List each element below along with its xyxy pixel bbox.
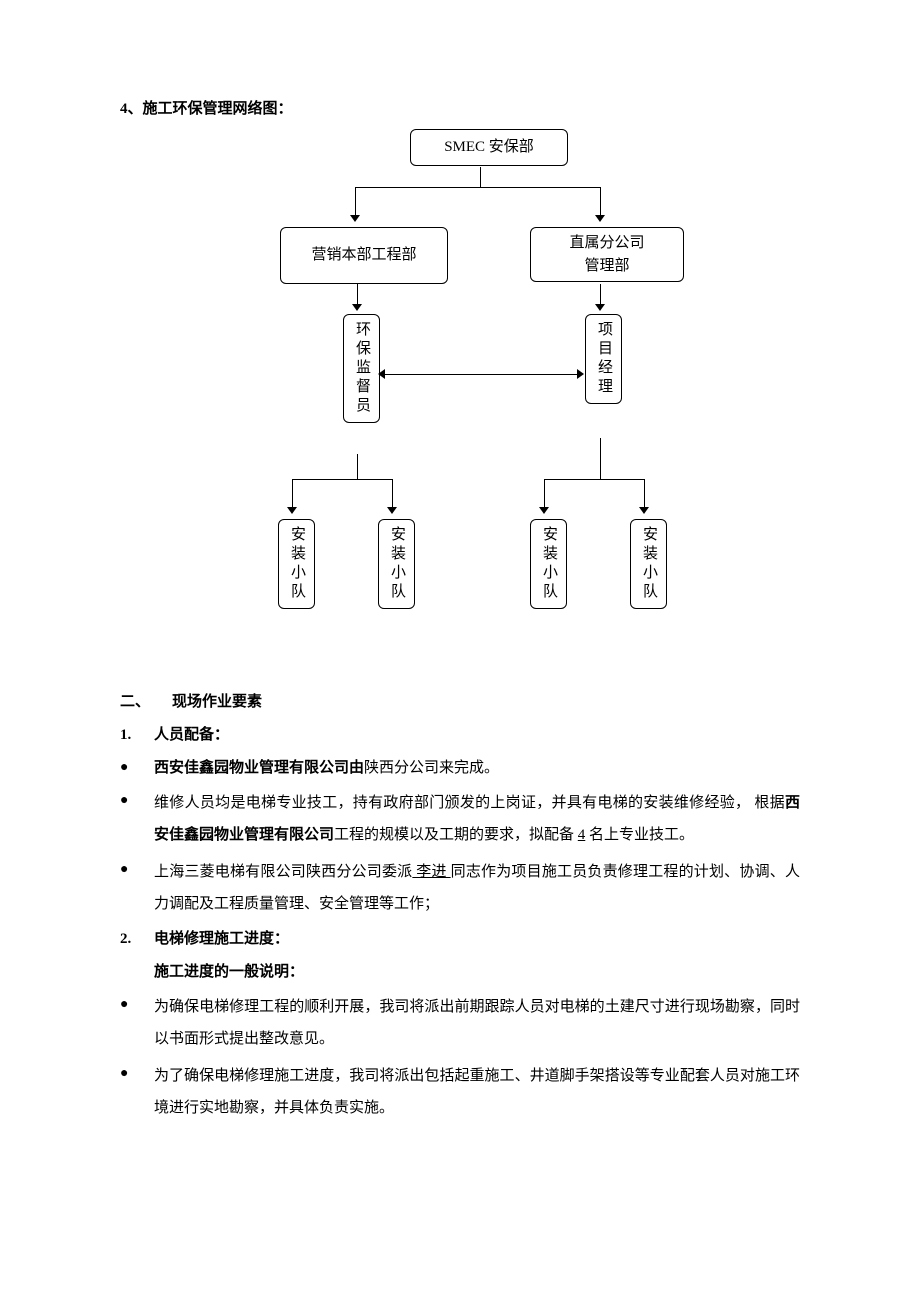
line-l3a-stem: [357, 454, 358, 479]
org-chart: SMEC 安保部 营销本部工程部 直属分公司 管理部 环保监督员 项目经理: [200, 129, 720, 669]
li-1-num: 1.: [120, 722, 154, 749]
line-right-h: [544, 479, 644, 480]
node-teamD: 安装小队: [630, 519, 667, 609]
bullet-a1: ● 西安佳鑫园物业管理有限公司由陕西分公司来完成。: [120, 755, 800, 782]
bullet-a3: ● 上海三菱电梯有限公司陕西分公司委派 李进 同志作为项目施工员负责修理工程的计…: [120, 857, 800, 920]
bullet-a3-u: 李进: [412, 864, 450, 880]
heading-4-title: 施工环保管理网络图：: [143, 96, 293, 123]
line-teamD-v: [644, 479, 645, 507]
bullet-b1-content: 为确保电梯修理工程的顺利开展，我司将派出前期跟踪人员对电梯的土建尺寸进行现场勘察…: [154, 992, 800, 1055]
section-2-heading: 二、 现场作业要素: [120, 689, 800, 716]
node-teamB: 安装小队: [378, 519, 415, 609]
node-teamD-label: 安装小队: [641, 526, 657, 602]
heading-4: 4、 施工环保管理网络图：: [120, 96, 800, 123]
arrow-l3a: [352, 304, 362, 311]
node-l2a: 营销本部工程部: [280, 227, 448, 284]
node-l2b-line2: 管理部: [584, 258, 629, 274]
arrow-l3-right: [577, 369, 584, 379]
li-2: 2. 电梯修理施工进度：: [120, 926, 800, 953]
node-teamA: 安装小队: [278, 519, 315, 609]
section-2-title: 现场作业要素: [172, 689, 262, 716]
line-l3b-v: [600, 284, 601, 304]
line-l3b-stem: [600, 438, 601, 479]
bullet-a2: ● 维修人员均是电梯专业技工，持有政府部门颁发的上岗证，并具有电梯的安装维修经验…: [120, 788, 800, 851]
node-l2b-line1: 直属分公司: [569, 235, 644, 251]
node-l2b: 直属分公司 管理部: [530, 227, 684, 282]
node-top-label: SMEC 安保部: [444, 139, 534, 155]
line-l2a-v: [355, 187, 356, 215]
bullet-a1-bold: 西安佳鑫园物业管理有限公司由: [154, 760, 364, 776]
li-2-num: 2.: [120, 926, 154, 953]
line-teamA-v: [292, 479, 293, 507]
line-left-h: [292, 479, 392, 480]
bullet-a1-content: 西安佳鑫园物业管理有限公司由陕西分公司来完成。: [154, 755, 800, 782]
li-2-sub: 施工进度的一般说明：: [154, 959, 800, 986]
node-l3a-label: 环保监督员: [354, 321, 370, 416]
arrow-teamC: [539, 507, 549, 514]
bullet-a2-content: 维修人员均是电梯专业技工，持有政府部门颁发的上岗证，并具有电梯的安装维修经验， …: [154, 788, 800, 851]
heading-4-num: 4、: [120, 96, 143, 123]
line-l3a-v: [357, 284, 358, 304]
bullet-a2-l2c: 名上专业技工。: [585, 827, 694, 843]
bullet-b1: ● 为确保电梯修理工程的顺利开展，我司将派出前期跟踪人员对电梯的土建尺寸进行现场…: [120, 992, 800, 1055]
node-teamC: 安装小队: [530, 519, 567, 609]
node-teamB-label: 安装小队: [389, 526, 405, 602]
bullet-b2-content: 为了确保电梯修理施工进度，我司将派出包括起重施工、井道脚手架搭设等专业配套人员对…: [154, 1061, 800, 1124]
bullet-b2: ● 为了确保电梯修理施工进度，我司将派出包括起重施工、井道脚手架搭设等专业配套人…: [120, 1061, 800, 1124]
arrow-l3b: [595, 304, 605, 311]
arrow-l3-left: [378, 369, 385, 379]
node-teamC-label: 安装小队: [541, 526, 557, 602]
node-teamA-label: 安装小队: [289, 526, 305, 602]
bullet-a3-content: 上海三菱电梯有限公司陕西分公司委派 李进 同志作为项目施工员负责修理工程的计划、…: [154, 857, 800, 920]
bullet-a2-l1: 维修人员均是电梯专业技工，持有政府部门颁发的上岗证，并具有电梯的安装维修经验，: [154, 795, 750, 811]
arrow-teamA: [287, 507, 297, 514]
li-2-title: 电梯修理施工进度：: [154, 926, 289, 953]
line-l3-h: [385, 374, 577, 375]
bullet-a1-icon: ●: [120, 755, 154, 782]
bullet-b1-icon: ●: [120, 992, 154, 1055]
li-1-title: 人员配备：: [154, 722, 229, 749]
line-l2b-v: [600, 187, 601, 215]
arrow-l2b: [595, 215, 605, 222]
bullet-a2-icon: ●: [120, 788, 154, 851]
node-l3b-label: 项目经理: [596, 321, 612, 397]
node-l3a: 环保监督员: [343, 314, 380, 423]
arrow-l2a: [350, 215, 360, 222]
line-top-h: [355, 187, 600, 188]
section-2-num: 二、: [120, 689, 150, 716]
bullet-b2-icon: ●: [120, 1061, 154, 1124]
bullet-a3-icon: ●: [120, 857, 154, 920]
node-top: SMEC 安保部: [410, 129, 568, 166]
arrow-teamB: [387, 507, 397, 514]
line-teamC-v: [544, 479, 545, 507]
line-teamB-v: [392, 479, 393, 507]
li-1: 1. 人员配备：: [120, 722, 800, 749]
bullet-a2-l2b: 工程的规模以及工期的要求，拟配备: [334, 827, 578, 843]
bullet-a1-rest: 陕西分公司来完成。: [364, 760, 499, 776]
arrow-teamD: [639, 507, 649, 514]
node-l3b: 项目经理: [585, 314, 622, 404]
bullet-a2-l2a: 根据: [754, 795, 785, 811]
line-top-stem: [480, 167, 481, 187]
bullet-a3-p1: 上海三菱电梯有限公司陕西分公司委派: [154, 864, 412, 880]
node-l2a-label: 营销本部工程部: [311, 244, 416, 267]
